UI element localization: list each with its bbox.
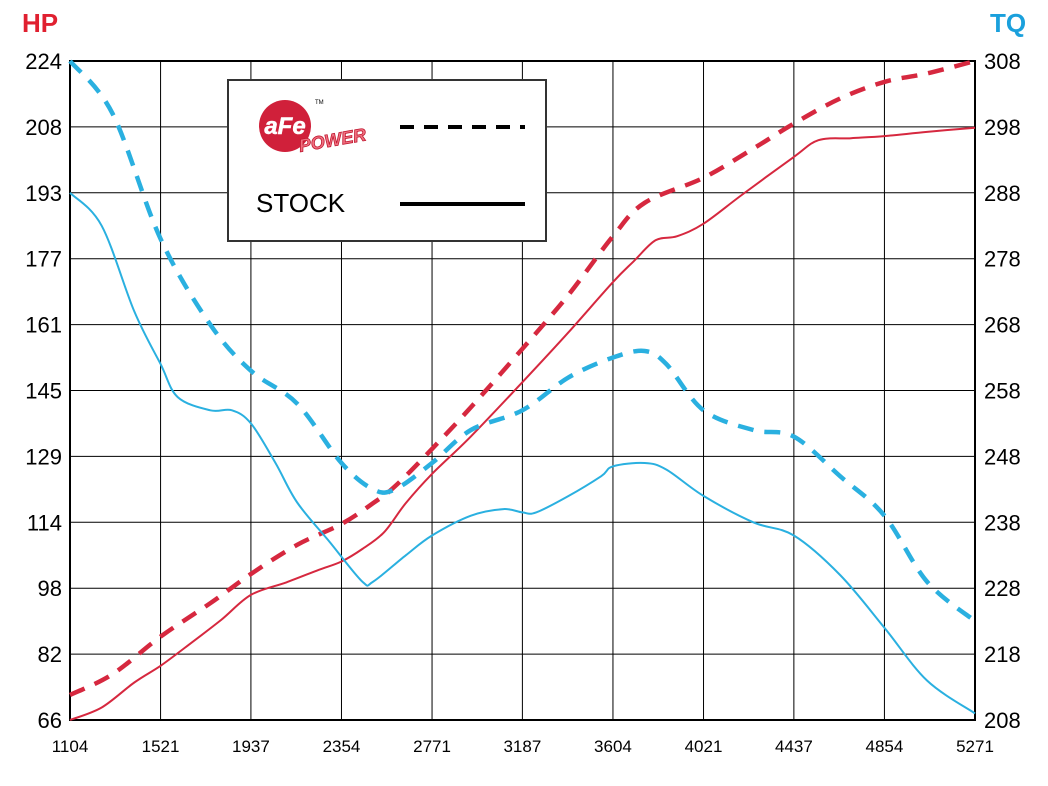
tq-tick-label: 248 [984,444,1021,469]
legend-stock-label: STOCK [256,188,346,218]
hp-tick-label: 114 [27,510,62,535]
hp-tick-label: 98 [38,576,62,601]
hp-axis-title: HP [22,8,59,38]
hp-tick-label: 82 [38,642,62,667]
hp-dashed-series-line [69,58,976,698]
tq-tick-label: 208 [984,708,1021,733]
x-tick-label: 5271 [956,737,994,756]
hp-solid-series-line [69,126,976,721]
hp-tick-label: 177 [25,247,62,272]
x-tick-label: 1104 [52,737,89,756]
tq-tick-label: 228 [984,576,1021,601]
hp-tick-labels: 224 208 193 177 161 145 129 114 98 82 66 [25,49,62,733]
x-tick-label: 2354 [323,737,361,756]
x-tick-label: 3604 [594,737,632,756]
tq-solid-series-line [69,192,976,715]
tq-tick-label: 298 [984,115,1021,140]
tq-tick-label: 308 [984,49,1021,74]
tq-tick-label: 278 [984,247,1021,272]
x-tick-label: 1937 [232,737,270,756]
hp-tick-label: 129 [25,444,62,469]
afe-logo-disc [259,100,311,152]
x-tick-label: 3187 [503,737,541,756]
hp-tick-label: 161 [25,313,62,338]
tq-tick-labels: 308 298 288 278 268 258 248 238 228 218 208 [984,49,1021,733]
hp-tick-label: 145 [25,379,62,404]
rpm-tick-labels: 1104 1521 1937 2354 2771 3187 3604 4021 4437 4854… [52,737,994,756]
tq-tick-label: 218 [984,642,1021,667]
afe-logo-text: aFe [264,113,305,140]
afe-logo-tm: TM [315,100,324,106]
tq-tick-label: 238 [984,510,1021,535]
hp-tick-label: 66 [38,708,62,733]
x-tick-label: 4021 [685,737,723,756]
tq-axis-title: TQ [990,8,1027,38]
tq-tick-label: 258 [984,379,1021,404]
data-series [68,58,977,721]
x-tick-label: 1521 [142,737,180,756]
x-tick-label: 4437 [775,737,813,756]
hp-tick-label: 208 [25,115,62,140]
tq-tick-label: 288 [984,181,1021,206]
hp-tick-label: 193 [25,181,62,206]
tq-dashed-series-line [68,59,977,623]
legend: aFe POWER TM STOCK [227,79,547,242]
x-tick-label: 4854 [866,737,904,756]
hp-tick-label: 224 [25,49,62,74]
tq-tick-label: 268 [984,313,1021,338]
x-tick-label: 2771 [413,737,451,756]
